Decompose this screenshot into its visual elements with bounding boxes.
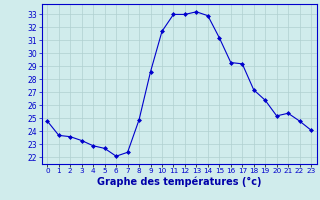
X-axis label: Graphe des températures (°c): Graphe des températures (°c): [97, 177, 261, 187]
